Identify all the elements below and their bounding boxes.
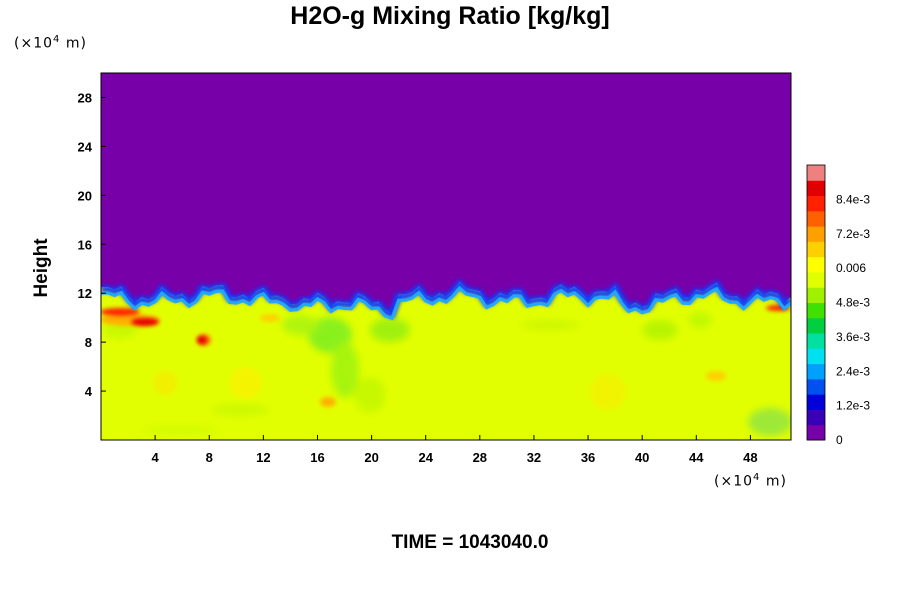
colorbar-swatch xyxy=(807,317,825,334)
colorbar-swatch xyxy=(807,226,825,242)
colorbar-tick-label: 0 xyxy=(836,433,843,447)
colorbar-swatch xyxy=(807,241,825,258)
colorbar-swatch xyxy=(807,302,825,319)
colorbar-swatch xyxy=(807,363,825,380)
colorbar-swatch xyxy=(807,378,825,395)
colorbar-swatch xyxy=(807,271,825,288)
colorbar-swatch xyxy=(807,287,825,303)
transition-band-cyan xyxy=(101,285,791,321)
x-tick-label: 28 xyxy=(473,450,487,465)
colorbar: 0 1.2e-3 2.4e-3 3.6e-3 4.8e-3 0.006 7.2e-3 8.4e… xyxy=(806,164,870,447)
colorbar-tick-label: 7.2e-3 xyxy=(836,227,870,241)
x-tick-label: 12 xyxy=(256,450,270,465)
y-tick-label: 24 xyxy=(78,139,93,154)
colorbar-swatch xyxy=(807,195,825,212)
x-tick-label: 8 xyxy=(206,450,213,465)
time-label: TIME = 1043040.0 xyxy=(391,532,549,553)
x-tick-label: 20 xyxy=(364,450,378,465)
colorbar-frame xyxy=(806,164,826,441)
x-axis-unit: (×104 m) xyxy=(714,472,787,490)
x-tick-label: 44 xyxy=(689,450,704,465)
colorbar-tick-label: 0.006 xyxy=(836,261,866,275)
y-axis-ticks: 4 8 12 16 20 24 28 xyxy=(78,90,106,399)
colorbar-swatch xyxy=(807,394,825,410)
y-tick-label: 28 xyxy=(78,90,92,105)
y-tick-label: 8 xyxy=(85,335,92,350)
x-tick-label: 16 xyxy=(310,450,324,465)
colorbar-tick-label: 8.4e-3 xyxy=(836,192,870,206)
colorbar-swatch xyxy=(807,333,825,349)
transition-band xyxy=(101,278,791,319)
heatmap-field xyxy=(101,73,791,440)
boundary-red-streaks xyxy=(101,305,790,344)
x-axis-ticks: 4 8 12 16 20 24 28 32 36 40 44 48 xyxy=(152,435,758,465)
x-tick-label: 48 xyxy=(743,450,757,465)
colorbar-tick-label: 2.4e-3 xyxy=(836,364,870,378)
x-tick-label: 24 xyxy=(418,450,433,465)
colorbar-swatch xyxy=(807,409,825,426)
colorbar-tick-label: 4.8e-3 xyxy=(836,296,870,310)
chart-title: H2O-g Mixing Ratio [kg/kg] xyxy=(290,2,610,30)
x-tick-label: 36 xyxy=(581,450,595,465)
dry-layer xyxy=(101,73,791,313)
colorbar-swatch xyxy=(807,180,825,197)
plot-frame xyxy=(100,72,792,441)
x-tick-label: 4 xyxy=(152,450,160,465)
y-tick-label: 12 xyxy=(78,286,92,301)
colorbar-swatch xyxy=(807,424,825,441)
y-tick-label: 20 xyxy=(78,188,92,203)
y-tick-label: 16 xyxy=(78,237,92,252)
colorbar-swatch xyxy=(807,210,825,227)
x-tick-label: 32 xyxy=(527,450,541,465)
mixing-plumes xyxy=(102,312,791,436)
colorbar-tick-label: 1.2e-3 xyxy=(836,399,870,413)
colorbar-tick-label: 3.6e-3 xyxy=(836,330,870,344)
y-tick-label: 4 xyxy=(85,384,93,399)
x-tick-label: 40 xyxy=(635,450,649,465)
colorbar-swatch xyxy=(807,165,825,181)
colorbar-swatch xyxy=(807,348,825,365)
colorbar-swatch xyxy=(807,256,825,273)
y-axis-unit: (×104 m) xyxy=(14,34,87,52)
